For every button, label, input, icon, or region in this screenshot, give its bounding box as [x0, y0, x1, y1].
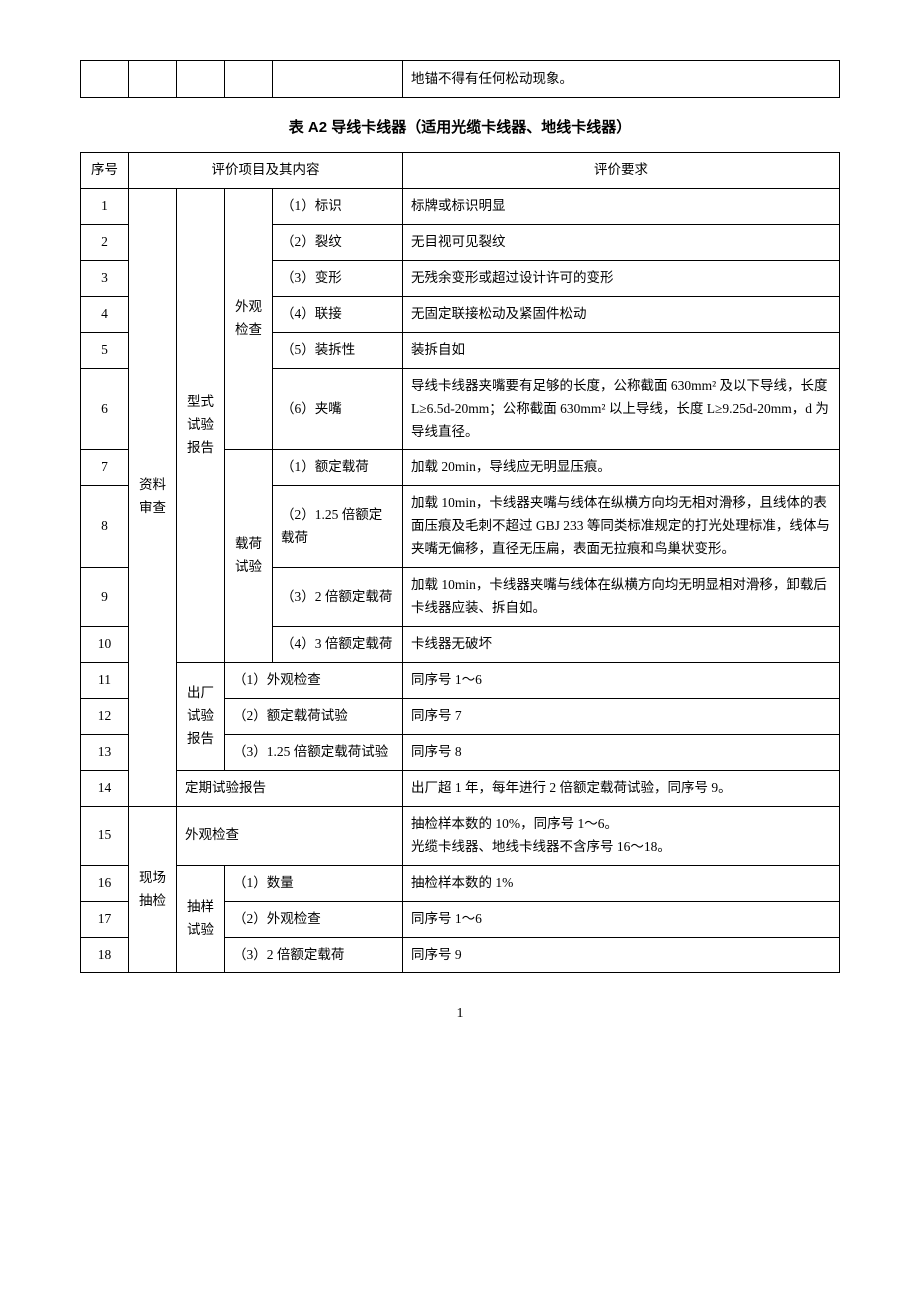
- req-cell: 同序号 9: [403, 937, 840, 973]
- empty-cell: [225, 61, 273, 98]
- item-cell: （2）1.25 倍额定载荷: [273, 486, 403, 568]
- req-cell: 同序号 8: [403, 734, 840, 770]
- req-cell: 同序号 1～6: [403, 663, 840, 699]
- group-factory-test: 出厂试验报告: [177, 663, 225, 771]
- item-cell: （3）1.25 倍额定载荷试验: [225, 734, 403, 770]
- item-cell: （1）额定载荷: [273, 450, 403, 486]
- table-row: 地锚不得有任何松动现象。: [81, 61, 840, 98]
- item-cell: （6）夹嘴: [273, 368, 403, 450]
- item-cell: （3）2 倍额定载荷: [273, 568, 403, 627]
- req-cell: 同序号 1～6: [403, 901, 840, 937]
- table-title: 表 A2 导线卡线器（适用光缆卡线器、地线卡线器）: [80, 116, 840, 140]
- table-row: 15 现场抽检 外观检查 抽检样本数的 10%，同序号 1～6。 光缆卡线器、地…: [81, 806, 840, 865]
- header-seq: 序号: [81, 153, 129, 189]
- table-row: 16 抽样试验 （1）数量 抽检样本数的 1%: [81, 865, 840, 901]
- seq-cell: 14: [81, 770, 129, 806]
- seq-cell: 15: [81, 806, 129, 865]
- req-cell: 抽检样本数的 1%: [403, 865, 840, 901]
- group-doc-review: 资料审查: [129, 188, 177, 806]
- req-cell: 无固定联接松动及紧固件松动: [403, 296, 840, 332]
- req-cell: 标牌或标识明显: [403, 188, 840, 224]
- empty-cell: [129, 61, 177, 98]
- main-table: 序号 评价项目及其内容 评价要求 1 资料审查 型式试验报告 外观检查 （1）标…: [80, 152, 840, 973]
- empty-cell: [81, 61, 129, 98]
- item-cell: （2）外观检查: [225, 901, 403, 937]
- document-page: 地锚不得有任何松动现象。 表 A2 导线卡线器（适用光缆卡线器、地线卡线器） 序…: [80, 60, 840, 1026]
- seq-cell: 5: [81, 332, 129, 368]
- empty-cell: [273, 61, 403, 98]
- item-cell: 外观检查: [177, 806, 403, 865]
- seq-cell: 13: [81, 734, 129, 770]
- seq-cell: 3: [81, 260, 129, 296]
- item-cell: 定期试验报告: [177, 770, 403, 806]
- item-cell: （1）标识: [273, 188, 403, 224]
- item-cell: （2）额定载荷试验: [225, 698, 403, 734]
- req-cell: 抽检样本数的 10%，同序号 1～6。 光缆卡线器、地线卡线器不含序号 16～1…: [403, 806, 840, 865]
- empty-cell: [177, 61, 225, 98]
- item-cell: （3）变形: [273, 260, 403, 296]
- req-cell: 加载 10min，卡线器夹嘴与线体在纵横方向均无明显相对滑移，卸载后卡线器应装、…: [403, 568, 840, 627]
- req-cell: 无目视可见裂纹: [403, 224, 840, 260]
- seq-cell: 4: [81, 296, 129, 332]
- req-cell: 加载 10min，卡线器夹嘴与线体在纵横方向均无相对滑移，且线体的表面压痕及毛刺…: [403, 486, 840, 568]
- seq-cell: 17: [81, 901, 129, 937]
- group-field-check: 现场抽检: [129, 806, 177, 973]
- seq-cell: 7: [81, 450, 129, 486]
- item-cell: （3）2 倍额定载荷: [225, 937, 403, 973]
- group-appearance: 外观检查: [225, 188, 273, 450]
- seq-cell: 2: [81, 224, 129, 260]
- group-type-test: 型式试验报告: [177, 188, 225, 662]
- item-cell: （1）外观检查: [225, 663, 403, 699]
- seq-cell: 8: [81, 486, 129, 568]
- seq-cell: 12: [81, 698, 129, 734]
- req-cell: 同序号 7: [403, 698, 840, 734]
- req-cell: 出厂超 1 年，每年进行 2 倍额定载荷试验，同序号 9。: [403, 770, 840, 806]
- seq-cell: 6: [81, 368, 129, 450]
- item-cell: （1）数量: [225, 865, 403, 901]
- item-cell: （4）联接: [273, 296, 403, 332]
- table-row: 11 出厂试验报告 （1）外观检查 同序号 1～6: [81, 663, 840, 699]
- req-cell: 无残余变形或超过设计许可的变形: [403, 260, 840, 296]
- seq-cell: 9: [81, 568, 129, 627]
- fragment-text: 地锚不得有任何松动现象。: [403, 61, 840, 98]
- req-cell: 加载 20min，导线应无明显压痕。: [403, 450, 840, 486]
- req-cell: 导线卡线器夹嘴要有足够的长度，公称截面 630mm² 及以下导线，长度 L≥6.…: [403, 368, 840, 450]
- top-fragment-table: 地锚不得有任何松动现象。: [80, 60, 840, 98]
- seq-cell: 16: [81, 865, 129, 901]
- req-cell: 装拆自如: [403, 332, 840, 368]
- req-cell: 卡线器无破坏: [403, 627, 840, 663]
- page-number: 1: [80, 1003, 840, 1025]
- table-header-row: 序号 评价项目及其内容 评价要求: [81, 153, 840, 189]
- item-cell: （5）装拆性: [273, 332, 403, 368]
- header-eval: 评价项目及其内容: [129, 153, 403, 189]
- item-cell: （2）裂纹: [273, 224, 403, 260]
- header-req: 评价要求: [403, 153, 840, 189]
- seq-cell: 10: [81, 627, 129, 663]
- table-row: 1 资料审查 型式试验报告 外观检查 （1）标识 标牌或标识明显: [81, 188, 840, 224]
- seq-cell: 11: [81, 663, 129, 699]
- group-load-test: 载荷试验: [225, 450, 273, 663]
- seq-cell: 1: [81, 188, 129, 224]
- group-sample-test: 抽样试验: [177, 865, 225, 973]
- table-row: 14 定期试验报告 出厂超 1 年，每年进行 2 倍额定载荷试验，同序号 9。: [81, 770, 840, 806]
- seq-cell: 18: [81, 937, 129, 973]
- item-cell: （4）3 倍额定载荷: [273, 627, 403, 663]
